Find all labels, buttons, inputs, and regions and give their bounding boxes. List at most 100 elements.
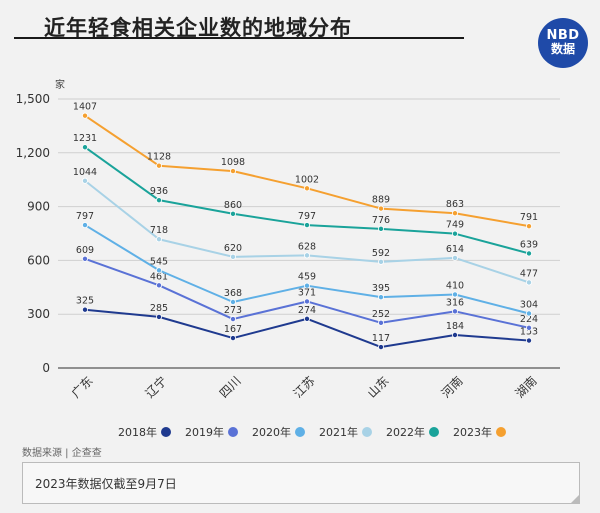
x-tick-label: 四川 <box>217 374 244 401</box>
data-source: 数据来源 | 企查查 <box>22 448 102 459</box>
data-label: 117 <box>372 333 390 344</box>
data-point <box>155 267 162 274</box>
y-tick-label: 1,500 <box>16 92 50 106</box>
data-point <box>377 344 384 351</box>
data-label: 368 <box>224 288 242 299</box>
data-label: 609 <box>76 245 94 256</box>
data-point <box>303 315 310 322</box>
data-label: 285 <box>150 303 168 314</box>
data-point <box>229 168 236 175</box>
y-tick-label: 1,200 <box>16 146 50 160</box>
chart-title: 近年轻食相关企业数的地域分布 <box>44 16 352 40</box>
data-label: 167 <box>224 324 242 335</box>
legend-item: 2019年 <box>185 424 238 440</box>
data-point <box>155 236 162 243</box>
data-label: 776 <box>372 215 390 226</box>
data-label: 316 <box>446 297 464 308</box>
data-point <box>451 332 458 339</box>
data-label: 791 <box>520 212 538 223</box>
data-point <box>451 230 458 237</box>
legend-label: 2022年 <box>386 426 425 439</box>
legend: 2018年 2019年 2020年 2021年 2022年 2023年 <box>118 424 520 440</box>
data-label: 1098 <box>221 157 245 168</box>
data-point <box>229 299 236 306</box>
data-point <box>303 222 310 229</box>
data-label: 863 <box>446 199 464 210</box>
data-label: 273 <box>224 305 242 316</box>
y-tick-label: 300 <box>27 307 50 321</box>
y-tick-label: 0 <box>42 361 50 375</box>
data-label: 749 <box>446 220 464 231</box>
legend-swatch <box>161 427 171 437</box>
x-tick-label: 江苏 <box>291 374 318 401</box>
data-label: 1128 <box>147 152 171 163</box>
y-tick-label: 900 <box>27 200 50 214</box>
legend-label: 2021年 <box>319 426 358 439</box>
legend-item: 2020年 <box>252 424 305 440</box>
note-text: 2023年数据仅截至9月7日 <box>35 477 177 491</box>
data-label: 153 <box>520 327 538 338</box>
data-point <box>82 144 89 151</box>
data-point <box>155 313 162 320</box>
data-point <box>82 222 89 229</box>
data-label: 410 <box>446 280 464 291</box>
data-point <box>377 258 384 265</box>
data-point <box>82 112 89 119</box>
y-axis-unit: 家 <box>55 80 65 91</box>
data-label: 718 <box>150 225 168 236</box>
note-corner-fold <box>570 494 580 504</box>
data-label: 797 <box>298 211 316 222</box>
data-label: 252 <box>372 309 390 320</box>
data-point <box>526 324 533 331</box>
x-tick-label: 辽宁 <box>142 373 170 401</box>
data-point <box>526 223 533 230</box>
data-label: 860 <box>224 200 242 211</box>
data-label: 1002 <box>295 174 319 185</box>
legend-swatch <box>228 427 238 437</box>
data-point <box>155 282 162 289</box>
legend-label: 2023年 <box>453 426 492 439</box>
x-tick-label: 河南 <box>438 373 466 401</box>
data-point <box>451 210 458 217</box>
data-point <box>451 254 458 261</box>
data-point <box>526 279 533 286</box>
data-point <box>526 250 533 257</box>
note-box: 2023年数据仅截至9月7日 <box>22 462 580 504</box>
data-point <box>229 335 236 342</box>
data-point <box>229 316 236 323</box>
data-point <box>303 282 310 289</box>
legend-label: 2019年 <box>185 426 224 439</box>
data-label: 459 <box>298 272 316 283</box>
data-label: 304 <box>520 299 538 310</box>
logo-text-data: 数据 <box>550 42 575 56</box>
x-tick-label: 山东 <box>365 374 392 401</box>
data-point <box>229 210 236 217</box>
legend-swatch <box>362 427 372 437</box>
data-point <box>526 310 533 317</box>
y-tick-label: 600 <box>27 253 50 267</box>
data-label: 936 <box>150 186 168 197</box>
legend-swatch <box>496 427 506 437</box>
legend-item: 2023年 <box>453 424 506 440</box>
data-label: 628 <box>298 241 316 252</box>
data-point <box>229 253 236 260</box>
data-label: 620 <box>224 243 242 254</box>
nbd-logo: NBD 数据 <box>538 18 588 68</box>
data-point <box>451 291 458 298</box>
data-point <box>82 255 89 262</box>
data-label: 274 <box>298 305 316 316</box>
logo-text-nbd: NBD <box>546 28 580 43</box>
x-tick-label: 广东 <box>69 374 96 401</box>
data-point <box>377 294 384 301</box>
data-label: 224 <box>520 314 538 325</box>
title-underline <box>14 37 464 39</box>
legend-label: 2018年 <box>118 426 157 439</box>
data-label: 371 <box>298 287 316 298</box>
data-label: 1407 <box>73 102 97 113</box>
data-point <box>155 197 162 204</box>
data-label: 395 <box>372 283 390 294</box>
data-point <box>377 205 384 212</box>
legend-item: 2021年 <box>319 424 372 440</box>
data-label: 545 <box>150 256 168 267</box>
